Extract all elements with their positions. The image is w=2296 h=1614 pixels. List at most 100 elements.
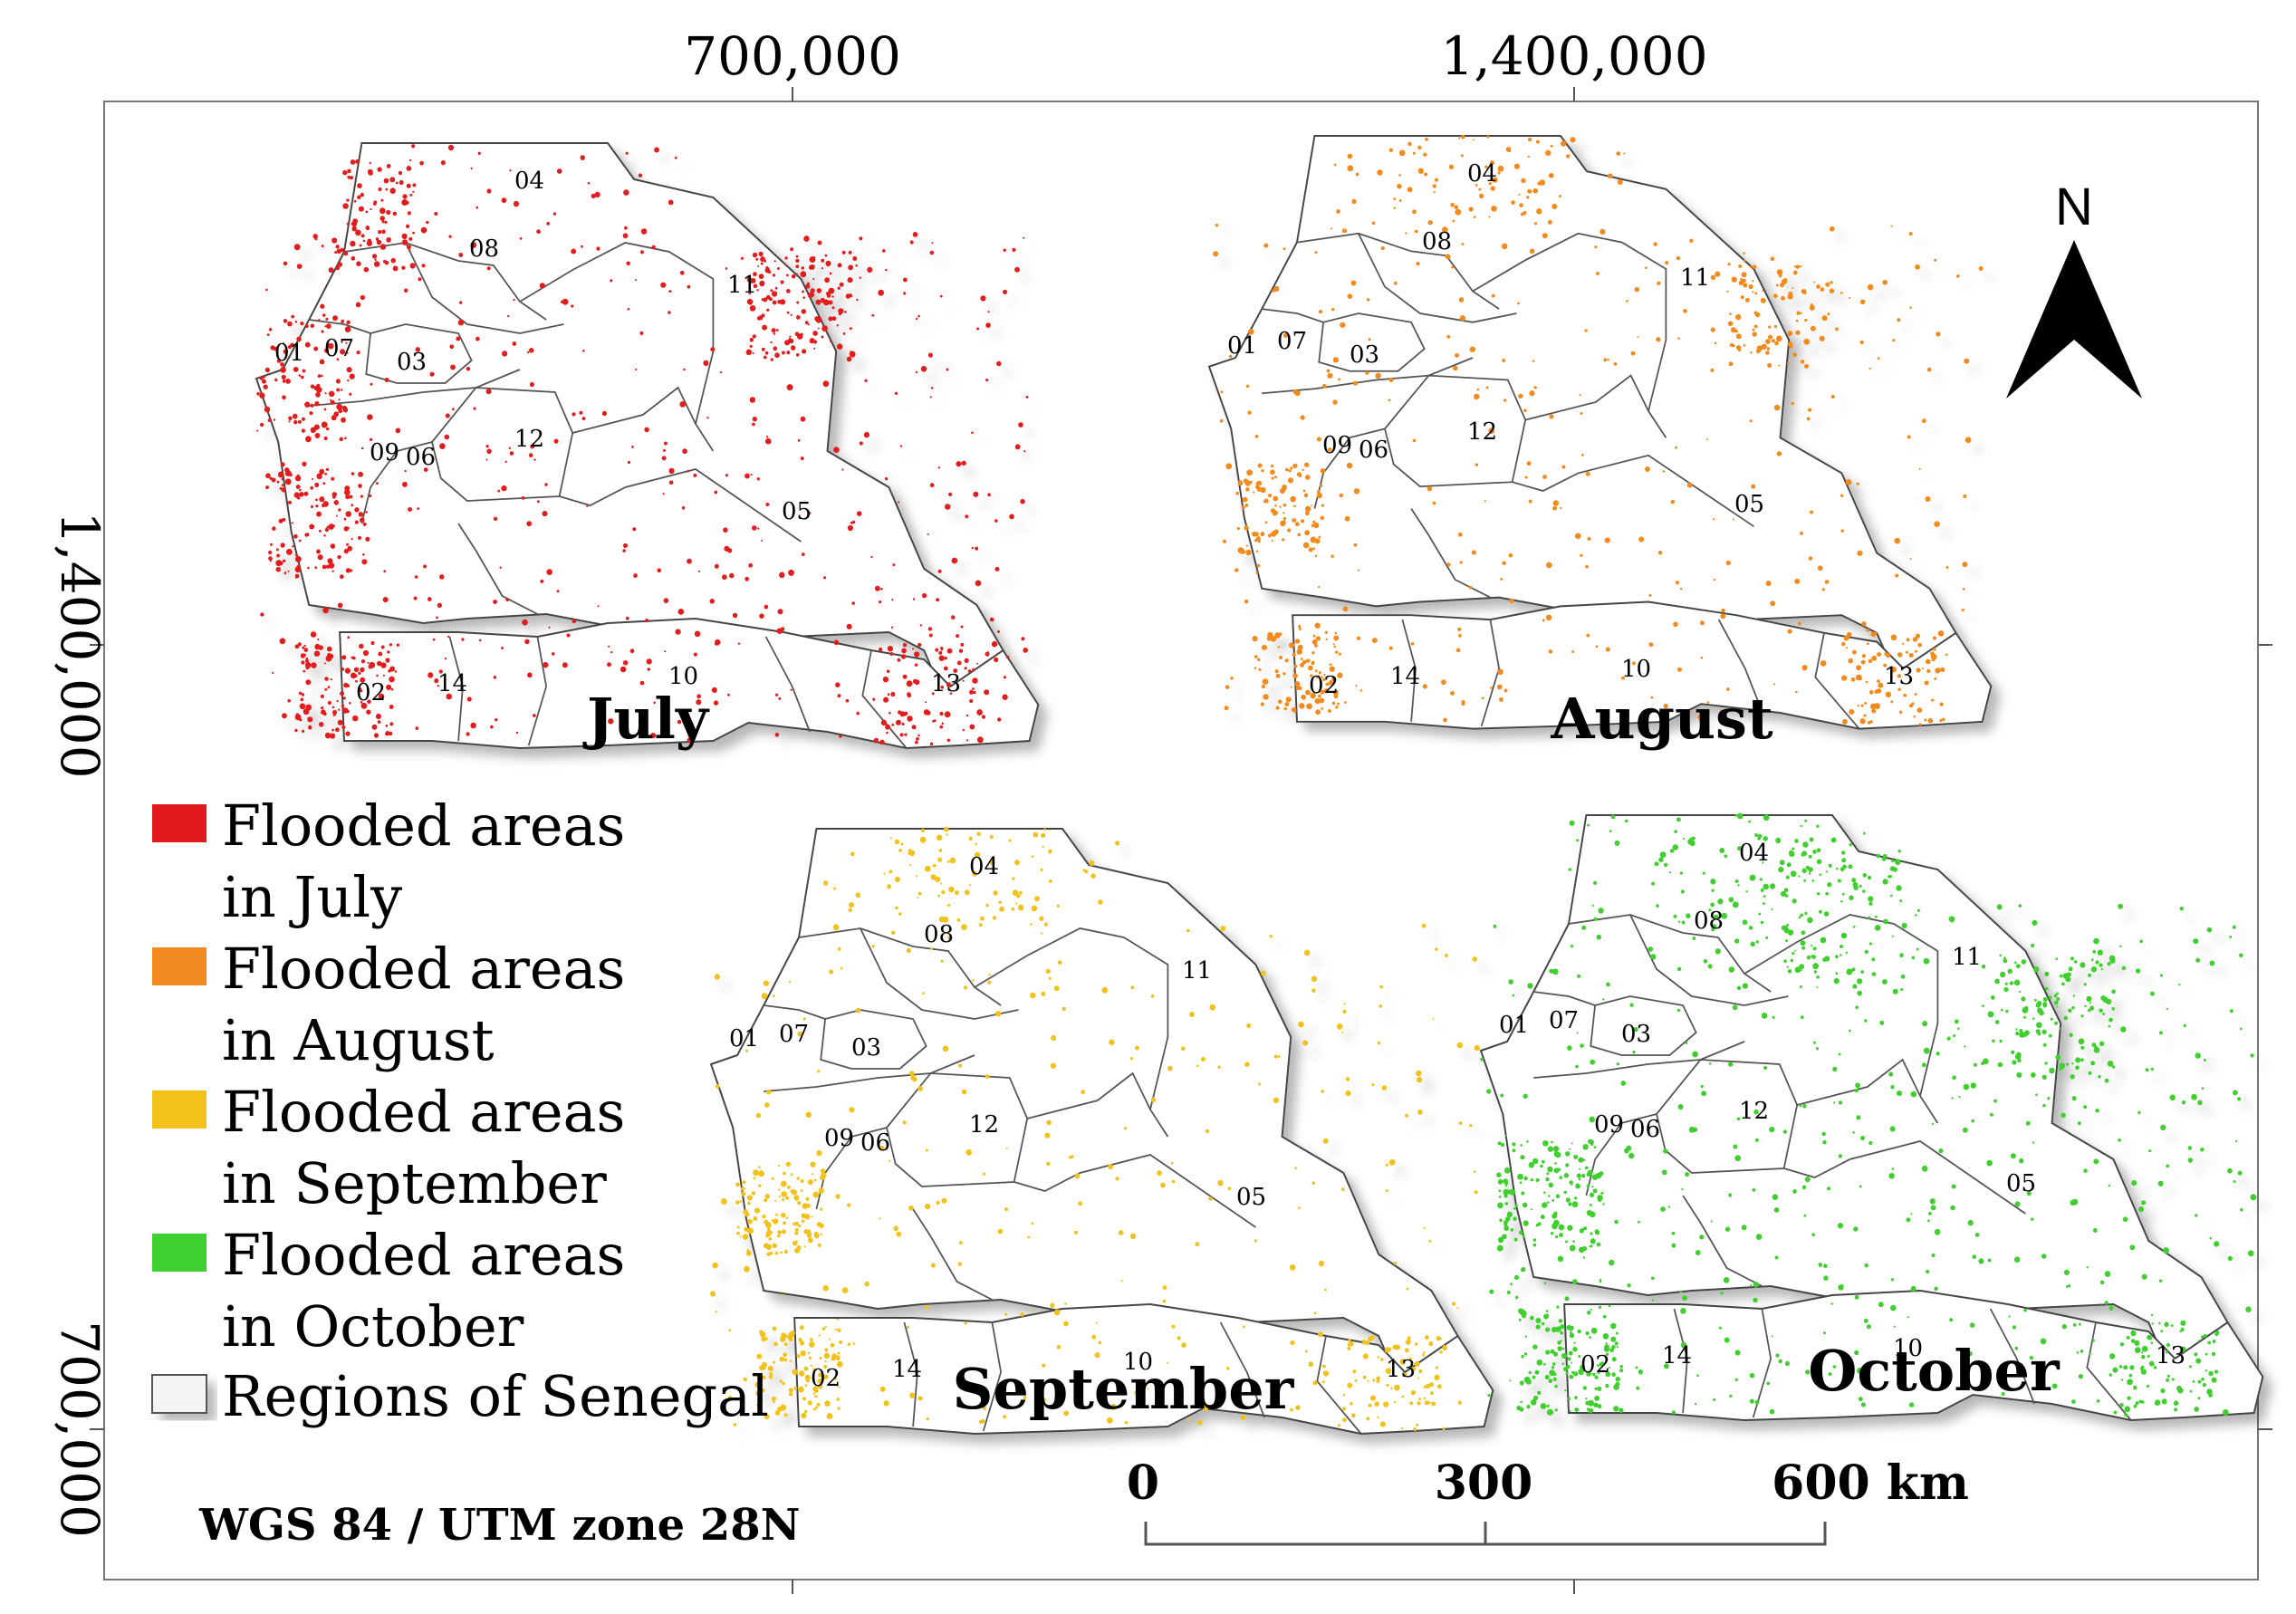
flood-speck — [294, 553, 298, 557]
flood-speck — [1762, 861, 1764, 864]
flood-speck — [1342, 606, 1349, 612]
flood-speck — [351, 472, 355, 476]
flood-speck — [807, 1351, 811, 1355]
flood-speck — [1455, 208, 1462, 216]
flood-speck — [1763, 895, 1765, 898]
flood-speck — [1416, 1070, 1422, 1077]
flood-speck — [276, 553, 280, 558]
flood-speck — [283, 559, 286, 562]
flood-speck — [1680, 889, 1685, 894]
region-code-label: 04 — [1467, 160, 1497, 187]
flood-speck — [380, 198, 384, 202]
flood-speck — [732, 612, 738, 619]
flood-speck — [804, 1384, 808, 1387]
flood-speck — [2014, 1346, 2019, 1350]
flood-speck — [1551, 1362, 1556, 1366]
flood-speck — [859, 276, 861, 279]
flood-speck — [540, 579, 544, 583]
flood-speck — [1607, 173, 1613, 179]
flood-speck — [833, 1377, 838, 1380]
flood-speck — [2104, 1301, 2109, 1305]
flood-speck — [1475, 463, 1479, 466]
flood-speck — [1981, 1062, 1984, 1065]
flood-speck — [1845, 478, 1852, 485]
flood-speck — [2042, 1002, 2048, 1007]
flood-speck — [824, 1325, 827, 1329]
flood-speck — [1874, 689, 1878, 694]
flood-speck — [275, 548, 279, 552]
flood-speck — [2067, 1284, 2071, 1288]
region-code-label: 06 — [1359, 437, 1388, 464]
flood-speck — [2060, 1027, 2062, 1030]
flood-speck — [1474, 393, 1480, 400]
flood-speck — [1527, 188, 1532, 194]
flood-speck — [1244, 599, 1249, 604]
flood-speck — [1775, 1353, 1780, 1358]
flood-speck — [790, 247, 794, 252]
flood-speck — [2022, 1033, 2028, 1037]
flood-speck — [1771, 1335, 1773, 1338]
flood-speck — [293, 367, 299, 372]
flood-speck — [791, 274, 796, 279]
flood-speck — [1518, 1318, 1522, 1321]
flood-speck — [2137, 1110, 2141, 1115]
flood-speck — [767, 270, 772, 274]
flood-speck — [1444, 953, 1448, 957]
flood-speck — [418, 277, 422, 282]
flood-speck — [1434, 1374, 1440, 1381]
flood-speck — [1671, 1410, 1676, 1415]
flood-speck — [1752, 1187, 1756, 1192]
flood-speck — [383, 570, 387, 573]
flood-speck — [752, 351, 754, 354]
flood-speck — [1620, 1081, 1627, 1086]
flood-speck — [1636, 1386, 1640, 1390]
region-code-label: 09 — [1322, 432, 1352, 459]
flood-speck — [1996, 904, 2003, 910]
flood-speck — [1809, 837, 1814, 842]
flood-speck — [1510, 1228, 1514, 1232]
flood-speck — [1200, 1056, 1206, 1062]
flood-speck — [2234, 1139, 2238, 1142]
flood-speck — [522, 619, 528, 626]
flood-speck — [539, 283, 545, 289]
flood-speck — [968, 836, 973, 841]
flood-speck — [553, 438, 559, 444]
region-code-label: 05 — [1734, 491, 1764, 518]
flood-speck — [1542, 233, 1548, 239]
flood-speck — [2202, 1382, 2206, 1388]
flood-speck — [771, 1219, 774, 1222]
flood-speck — [1838, 1154, 1842, 1158]
flood-speck — [304, 324, 309, 329]
flood-speck — [390, 257, 396, 264]
flood-speck — [1677, 1104, 1684, 1110]
flood-speck — [1343, 1003, 1346, 1005]
flood-speck — [653, 701, 656, 705]
flood-speck — [806, 1233, 812, 1238]
flood-speck — [1648, 946, 1654, 952]
flood-speck — [929, 742, 934, 746]
flood-speck — [1563, 1190, 1567, 1195]
flood-speck — [1440, 679, 1446, 686]
flood-speck — [1473, 216, 1476, 219]
flood-speck — [976, 831, 981, 836]
flood-speck — [783, 1352, 787, 1358]
region-code-label: 01 — [274, 340, 304, 367]
flood-speck — [360, 294, 365, 301]
flood-speck — [820, 1233, 822, 1235]
flood-speck — [536, 500, 540, 504]
flood-speck — [1292, 669, 1295, 672]
flood-speck — [1794, 578, 1801, 584]
flood-speck — [837, 263, 842, 268]
flood-speck — [1270, 464, 1274, 468]
flood-speck — [1412, 209, 1417, 215]
flood-speck — [1917, 642, 1922, 648]
flood-speck — [809, 256, 816, 263]
flood-speck — [1526, 1405, 1531, 1409]
flood-speck — [343, 526, 349, 532]
flood-speck — [1217, 1065, 1221, 1069]
flood-speck — [1924, 718, 1927, 722]
flood-speck — [714, 563, 719, 569]
flood-speck — [882, 249, 886, 253]
flood-speck — [1290, 1407, 1293, 1412]
flood-speck — [677, 609, 685, 615]
